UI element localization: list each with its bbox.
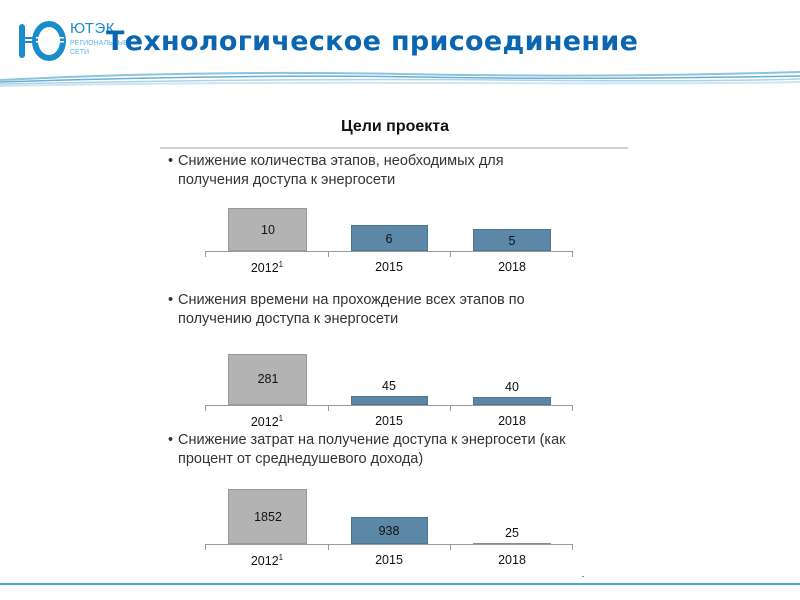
- category-text: 2012: [250, 415, 279, 430]
- footnote-mark: 1: [278, 414, 284, 423]
- section-title: Цели проекта: [340, 118, 450, 135]
- logo-mark-icon: [19, 21, 66, 61]
- category-label: 2015: [375, 260, 403, 274]
- axis-tick: [450, 544, 451, 550]
- axis-tick: [450, 251, 451, 257]
- logo-subtitle-line1: Региональные: [70, 40, 129, 47]
- bullet-text-cont: получения доступа к энергосети: [178, 172, 396, 188]
- bar-2012: [228, 354, 307, 405]
- axis-tick: [450, 405, 451, 411]
- bullet-item-steps: • Снижение количества этапов, необходимых…: [168, 152, 638, 190]
- bullet-item-time: • Снижения времени на прохождение всех эт…: [168, 291, 638, 329]
- bar-2012: [228, 489, 307, 544]
- bar-value: 1852: [254, 510, 282, 524]
- bullet-text: Снижение затрат на получение доступа к э…: [178, 432, 566, 448]
- category-text: 2012: [250, 261, 279, 276]
- bar-2015: [351, 396, 428, 405]
- slide-header: ЮТЭК Региональные сети Технологическое п…: [0, 0, 800, 100]
- footer-mark: [582, 576, 584, 577]
- slide-title: Технологическое присоединение: [106, 26, 639, 57]
- axis-tick: [328, 405, 329, 411]
- chart-steps: 10 6 5 20121 2015 2018: [205, 200, 575, 280]
- section-divider: [160, 147, 628, 149]
- logo-subtitle: Региональные сети: [70, 39, 129, 57]
- bullet-dot-icon: •: [168, 432, 174, 448]
- category-label: 2018: [498, 260, 526, 274]
- axis-tick: [572, 405, 573, 411]
- footnote-mark: 1: [278, 260, 284, 269]
- category-label: 20121: [227, 260, 307, 275]
- logo-subtitle-line2: сети: [70, 49, 90, 56]
- axis-tick: [205, 544, 206, 550]
- category-label: 2015: [375, 553, 403, 567]
- x-axis: [205, 544, 573, 545]
- bar-2018: [473, 397, 551, 405]
- axis-tick: [572, 544, 573, 550]
- category-label: 2015: [375, 414, 403, 428]
- x-axis: [205, 251, 573, 252]
- bar-value: 938: [378, 524, 400, 538]
- company-logo: ЮТЭК Региональные сети: [18, 18, 138, 66]
- category-label: 2018: [498, 414, 526, 428]
- chart-time: 281 45 40 20121 2015 2018: [205, 350, 575, 430]
- axis-tick: [205, 251, 206, 257]
- bar-value: 6: [385, 232, 393, 246]
- category-label: 20121: [227, 414, 307, 429]
- category-text: 2012: [250, 554, 279, 569]
- chart-cost: 1852 938 25 20121 2015 2018: [205, 485, 575, 570]
- bullet-text: Снижение количества этапов, необходимых …: [178, 153, 504, 169]
- bullet-text-cont: процент от среднедушевого дохода): [178, 451, 424, 467]
- footer-divider: [0, 583, 800, 585]
- category-label: 20121: [227, 553, 307, 568]
- bar-2018: [473, 543, 551, 544]
- logo-brand: ЮТЭК: [70, 20, 115, 37]
- bullet-text: Снижения времени на прохождение всех эта…: [178, 292, 525, 308]
- bar-value: 45: [382, 379, 396, 393]
- bar-value: 281: [257, 372, 279, 386]
- decorative-wave: [0, 71, 800, 87]
- bullet-item-cost: • Снижение затрат на получение доступа к …: [168, 431, 638, 469]
- bar-value: 5: [508, 234, 516, 248]
- category-label: 2018: [498, 553, 526, 567]
- x-axis: [205, 405, 573, 406]
- bullet-text-cont: получению доступа к энергосети: [178, 311, 399, 327]
- axis-tick: [328, 544, 329, 550]
- axis-tick: [572, 251, 573, 257]
- bar-value: 10: [261, 223, 275, 237]
- bullet-dot-icon: •: [168, 292, 174, 308]
- axis-tick: [205, 405, 206, 411]
- bar-2015: [351, 517, 428, 544]
- bar-value: 40: [505, 380, 519, 394]
- bar-value: 25: [505, 526, 519, 540]
- bar-2015: [351, 225, 428, 251]
- bar-2012: [228, 208, 307, 251]
- bar-2018: [473, 229, 551, 251]
- bullet-dot-icon: •: [168, 153, 174, 169]
- axis-tick: [328, 251, 329, 257]
- footnote-mark: 1: [278, 553, 284, 562]
